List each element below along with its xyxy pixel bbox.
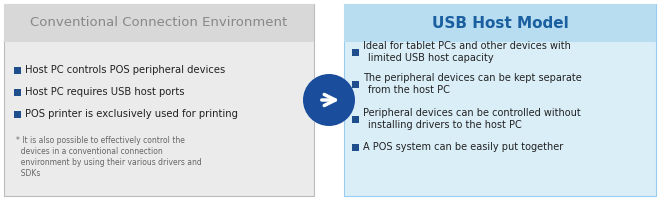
Text: POS printer is exclusively used for printing: POS printer is exclusively used for prin… xyxy=(25,109,238,119)
Text: Host PC requires USB host ports: Host PC requires USB host ports xyxy=(25,87,185,97)
Bar xyxy=(344,4,656,42)
Text: USB Host Model: USB Host Model xyxy=(432,16,568,30)
Bar xyxy=(14,110,21,117)
Bar xyxy=(352,144,359,150)
Text: limited USB host capacity: limited USB host capacity xyxy=(368,53,494,63)
Text: Conventional Connection Environment: Conventional Connection Environment xyxy=(30,17,288,29)
Bar xyxy=(352,48,359,55)
Text: Host PC controls POS peripheral devices: Host PC controls POS peripheral devices xyxy=(25,65,225,75)
Text: environment by using their various drivers and: environment by using their various drive… xyxy=(16,158,202,167)
Bar xyxy=(352,116,359,122)
Bar xyxy=(14,66,21,73)
Text: SDKs: SDKs xyxy=(16,169,40,178)
Text: devices in a conventional connection: devices in a conventional connection xyxy=(16,147,163,156)
Text: The peripheral devices can be kept separate: The peripheral devices can be kept separ… xyxy=(363,73,581,83)
Bar xyxy=(352,80,359,88)
Bar xyxy=(4,4,314,42)
Text: Ideal for tablet PCs and other devices with: Ideal for tablet PCs and other devices w… xyxy=(363,41,571,51)
Bar xyxy=(344,4,656,196)
Text: Peripheral devices can be controlled without: Peripheral devices can be controlled wit… xyxy=(363,108,581,118)
Text: installing drivers to the host PC: installing drivers to the host PC xyxy=(368,120,522,130)
Text: from the host PC: from the host PC xyxy=(368,85,450,95)
Bar xyxy=(4,4,314,196)
Text: * It is also possible to effectively control the: * It is also possible to effectively con… xyxy=(16,136,185,145)
Bar xyxy=(14,88,21,96)
Circle shape xyxy=(303,74,355,126)
Text: A POS system can be easily put together: A POS system can be easily put together xyxy=(363,142,563,152)
